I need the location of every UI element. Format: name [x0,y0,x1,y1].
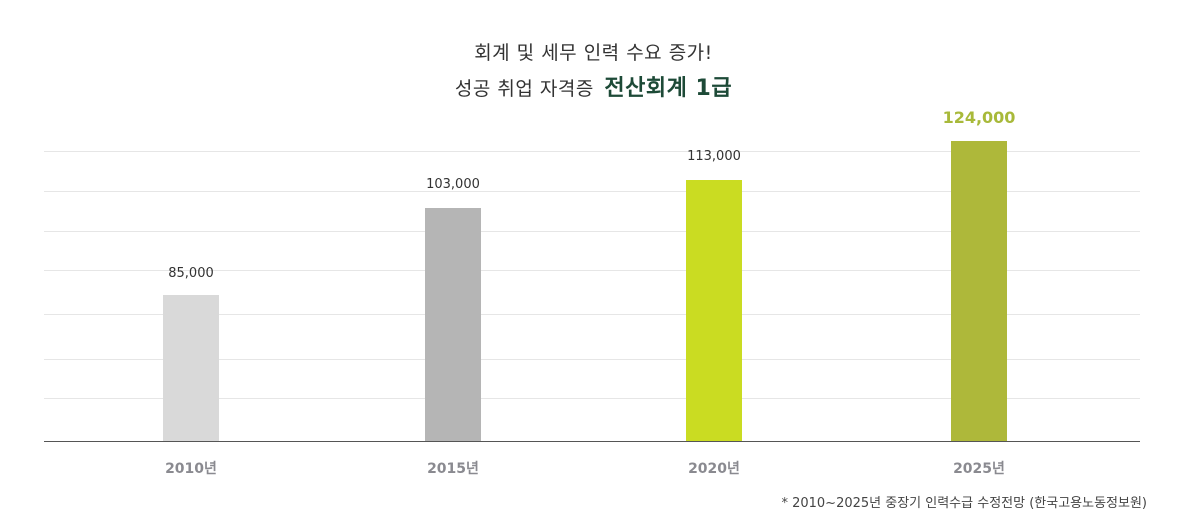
source-footnote: * 2010~2025년 중장기 인력수급 수정전망 (한국고용노동정보원) [781,496,1147,511]
x-label-2020: 2020년 [688,461,740,477]
x-label-2015: 2015년 [427,461,479,477]
gridline [44,359,1140,360]
chart-title-line1: 회계 및 세무 인력 수요 증가! [474,42,713,64]
gridline [44,270,1140,271]
value-label-2010: 85,000 [168,266,214,281]
title-emphasis: 전산회계 1급 [604,76,733,101]
x-axis-line [44,441,1140,442]
value-label-2020: 113,000 [687,149,741,164]
gridline [44,314,1140,315]
gridline [44,191,1140,192]
x-label-2010: 2010년 [165,461,217,477]
value-label-2025: 124,000 [942,108,1016,127]
gridline [44,231,1140,232]
bar-2015 [425,208,481,441]
value-label-2015: 103,000 [426,177,480,192]
bar-2010 [163,295,219,441]
x-label-2025: 2025년 [953,461,1005,477]
chart-title-line2: 성공 취업 자격증 전산회계 1급 [0,70,1187,102]
gridline [44,398,1140,399]
gridline [44,151,1140,152]
title-prefix: 성공 취업 자격증 [454,78,594,100]
bar-2020 [686,180,742,441]
bar-2025 [951,141,1007,441]
